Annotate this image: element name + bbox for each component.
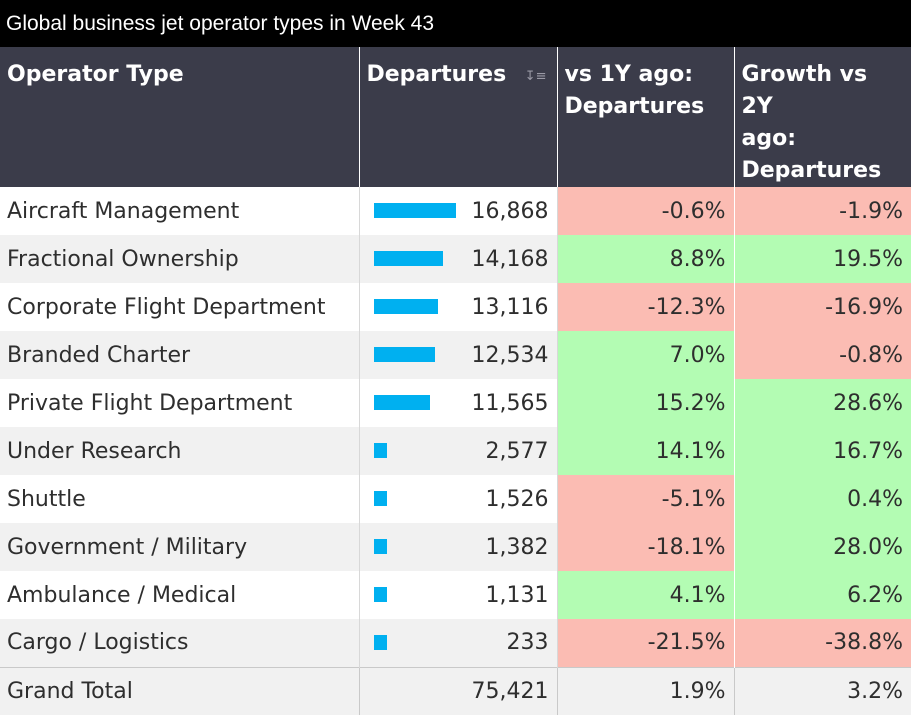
vs-2y-cell: -0.8% [734, 331, 911, 379]
departures-cell: 233 [359, 619, 558, 667]
departures-value: 14,168 [471, 246, 549, 272]
departures-value: 12,534 [471, 342, 549, 368]
table-row: Cargo / Logistics 233 -21.5% -38.8% [0, 619, 911, 667]
vs-2y-cell: -1.9% [734, 187, 911, 235]
table-row: Private Flight Department 11,565 15.2% 28.6… [0, 379, 911, 427]
departures-cell: 1,382 [359, 523, 558, 571]
departures-value: 1,382 [485, 534, 549, 560]
sort-descending-icon[interactable]: ↧≡ [524, 69, 547, 84]
vs-1y-cell: 14.1% [557, 427, 735, 475]
vs-2y-cell: -16.9% [734, 283, 911, 331]
table-row: Ambulance / Medical 1,131 4.1% 6.2% [0, 571, 911, 619]
header-departures[interactable]: Departures ↧≡ [359, 47, 558, 187]
grand-total-departures: 75,421 [359, 666, 558, 715]
departures-bar [373, 203, 456, 218]
table-row: Corporate Flight Department 13,116 -12.3% -… [0, 283, 911, 331]
departures-cell: 13,116 [359, 283, 558, 331]
departures-bar [373, 635, 387, 650]
vs-2y-cell: 28.6% [734, 379, 911, 427]
table-row: Government / Military 1,382 -18.1% 28.0% [0, 523, 911, 571]
departures-value: 1,526 [485, 486, 549, 512]
vs-1y-cell: -5.1% [557, 475, 735, 523]
vs-1y-cell: 15.2% [557, 379, 735, 427]
departures-value: 1,131 [485, 582, 549, 608]
departures-value: 11,565 [471, 390, 549, 416]
vs-1y-cell: 4.1% [557, 571, 735, 619]
grand-total-vs-2y: 3.2% [734, 666, 911, 715]
vs-2y-cell: -38.8% [734, 619, 911, 667]
header-growth-vs-2y[interactable]: Growth vs 2Y ago: Departures [734, 47, 911, 187]
operator-name-cell: Fractional Ownership [0, 235, 360, 283]
chart-title: Global business jet operator types in We… [0, 0, 911, 47]
vs-2y-cell: 28.0% [734, 523, 911, 571]
header-vs-1y[interactable]: vs 1Y ago: Departures [557, 47, 735, 187]
header-operator-type[interactable]: Operator Type [0, 47, 360, 187]
vs-1y-cell: -12.3% [557, 283, 735, 331]
departures-value: 233 [506, 630, 549, 656]
vs-2y-cell: 6.2% [734, 571, 911, 619]
vs-1y-cell: -21.5% [557, 619, 735, 667]
departures-cell: 14,168 [359, 235, 558, 283]
departures-bar [373, 395, 430, 410]
operator-name-cell: Shuttle [0, 475, 360, 523]
grand-total-vs-1y: 1.9% [557, 666, 735, 715]
departures-bar [373, 539, 387, 554]
table-row: Branded Charter 12,534 7.0% -0.8% [0, 331, 911, 379]
operator-name-cell: Aircraft Management [0, 187, 360, 235]
vs-2y-cell: 16.7% [734, 427, 911, 475]
operator-name-cell: Ambulance / Medical [0, 571, 360, 619]
operator-name-cell: Corporate Flight Department [0, 283, 360, 331]
operator-name-cell: Under Research [0, 427, 360, 475]
table-row: Fractional Ownership 14,168 8.8% 19.5% [0, 235, 911, 283]
operator-name-cell: Private Flight Department [0, 379, 360, 427]
vs-1y-cell: -0.6% [557, 187, 735, 235]
operator-name-cell: Cargo / Logistics [0, 619, 360, 667]
operator-table: Operator Type Departures ↧≡ vs 1Y ago: D… [0, 47, 911, 715]
vs-1y-cell: -18.1% [557, 523, 735, 571]
operator-name-cell: Branded Charter [0, 331, 360, 379]
departures-cell: 16,868 [359, 187, 558, 235]
header-row: Operator Type Departures ↧≡ vs 1Y ago: D… [0, 47, 911, 187]
table-row: Shuttle 1,526 -5.1% 0.4% [0, 475, 911, 523]
departures-cell: 2,577 [359, 427, 558, 475]
departures-bar [373, 587, 387, 602]
vs-1y-cell: 8.8% [557, 235, 735, 283]
vs-2y-cell: 19.5% [734, 235, 911, 283]
table-row: Aircraft Management 16,868 -0.6% -1.9% [0, 187, 911, 235]
grand-total-row: Grand Total 75,421 1.9% 3.2% [0, 666, 911, 715]
departures-cell: 12,534 [359, 331, 558, 379]
table-row: Under Research 2,577 14.1% 16.7% [0, 427, 911, 475]
departures-bar [373, 299, 438, 314]
departures-bar [373, 443, 387, 458]
grand-total-label: Grand Total [0, 666, 360, 715]
departures-cell: 1,131 [359, 571, 558, 619]
departures-bar [373, 491, 387, 506]
departures-cell: 1,526 [359, 475, 558, 523]
vs-1y-cell: 7.0% [557, 331, 735, 379]
departures-value: 16,868 [471, 198, 549, 224]
vs-2y-cell: 0.4% [734, 475, 911, 523]
departures-bar [373, 347, 435, 362]
departures-cell: 11,565 [359, 379, 558, 427]
departures-bar [373, 251, 443, 266]
departures-value: 13,116 [471, 294, 549, 320]
departures-value: 2,577 [485, 438, 549, 464]
operator-name-cell: Government / Military [0, 523, 360, 571]
